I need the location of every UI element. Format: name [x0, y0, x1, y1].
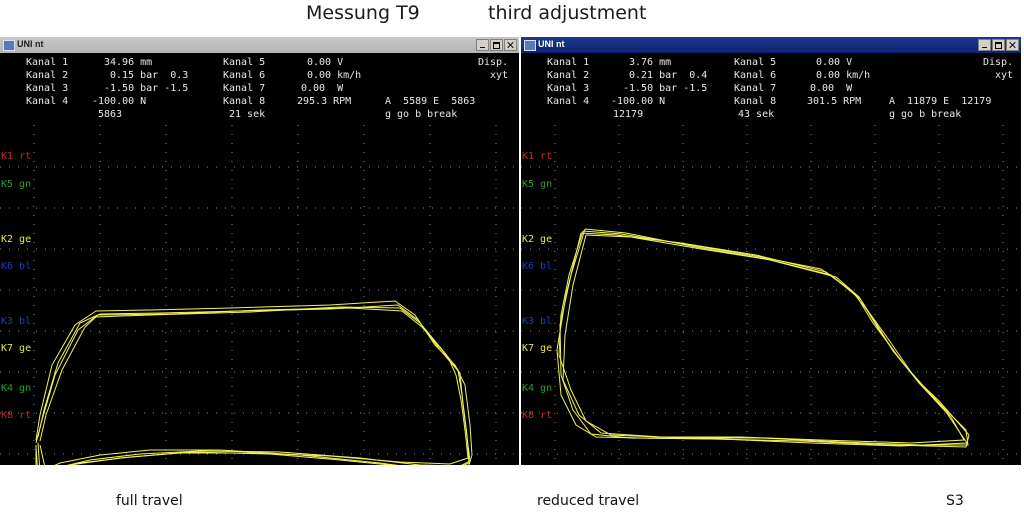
display-mode-value: xyt	[995, 70, 1014, 81]
channel-label-k6: K6 bl	[1, 261, 32, 272]
caption-full-travel: full travel	[116, 493, 183, 509]
range-readout: A 5589 E 5863	[385, 96, 476, 107]
key-hint: g go b break	[385, 109, 458, 120]
trace-loop	[558, 230, 969, 446]
channel-label-k8: K8 rt	[522, 410, 553, 421]
trace-loops	[556, 228, 970, 448]
app-icon	[524, 40, 536, 51]
close-icon[interactable]	[1006, 39, 1019, 51]
channel-value: 301.5 RPM	[807, 96, 862, 107]
window-controls	[475, 39, 517, 58]
channel-name: Kanal 4	[26, 96, 69, 107]
channel-name: Kanal 2	[26, 70, 69, 81]
channel-value: 0.00 W	[301, 83, 344, 94]
scope-plot-right	[521, 125, 1021, 465]
window-titlebar[interactable]: UNI nt	[521, 37, 1021, 53]
key-hint: g go b break	[889, 109, 962, 120]
channel-label-k4: K4 gn	[1, 383, 32, 394]
page-subtitle: third adjustment	[488, 2, 647, 24]
oscilloscope-window-right: UNI nt Kanal 1 3.76 mm Kanal 5 0.00 V Di…	[521, 37, 1021, 465]
maximize-icon[interactable]	[490, 39, 503, 51]
channel-name: Kanal 8	[734, 96, 777, 107]
channel-label-k6: K6 bl	[522, 261, 553, 272]
minimize-icon[interactable]	[476, 39, 489, 51]
window-title: UNI nt	[538, 39, 565, 49]
display-mode-label: Disp.	[983, 57, 1014, 68]
channel-value: 295.3 RPM	[297, 96, 352, 107]
sample-counter: 5863	[98, 109, 123, 120]
channel-value: 0.00 km/h	[307, 70, 362, 81]
trace-loops	[35, 300, 473, 465]
range-readout: A 11879 E 12179	[889, 96, 992, 107]
channel-name: Kanal 5	[223, 57, 266, 68]
trace-loop	[37, 304, 471, 465]
channel-label-k7: K7 ge	[1, 343, 32, 354]
close-icon[interactable]	[504, 39, 517, 51]
channel-name: Kanal 1	[547, 57, 590, 68]
channel-value: -1.50 bar -1.5	[104, 83, 189, 94]
channel-label-k5: K5 gn	[1, 179, 32, 190]
channel-label-k4: K4 gn	[522, 383, 553, 394]
channel-name: Kanal 4	[547, 96, 590, 107]
scope-grid	[521, 125, 1021, 465]
channel-name: Kanal 7	[223, 83, 266, 94]
scope-grid	[0, 125, 519, 465]
display-mode-value: xyt	[490, 70, 509, 81]
maximize-icon[interactable]	[992, 39, 1005, 51]
elapsed-time: 43 sek	[738, 109, 775, 120]
channel-label-k2: K2 ge	[1, 234, 32, 245]
channel-value: 0.15 bar 0.3	[110, 70, 189, 81]
elapsed-time: 21 sek	[229, 109, 266, 120]
channel-label-k1: K1 rt	[522, 151, 553, 162]
trace-loop	[562, 234, 965, 444]
trace-loop	[39, 307, 469, 465]
channel-value: 0.00 km/h	[816, 70, 871, 81]
channel-name: Kanal 2	[547, 70, 590, 81]
channel-label-k2: K2 ge	[522, 234, 553, 245]
channel-name: Kanal 3	[26, 83, 69, 94]
page-title: Messung T9	[306, 2, 420, 24]
channel-value: 0.00 W	[810, 83, 853, 94]
channel-value: 0.00 V	[307, 57, 344, 68]
window-titlebar[interactable]: UNI nt	[0, 37, 519, 53]
channel-label-k5: K5 gn	[522, 179, 553, 190]
channel-label-k7: K7 ge	[522, 343, 553, 354]
channel-label-k1: K1 rt	[1, 151, 32, 162]
caption-setting: S3	[946, 493, 964, 509]
channel-value: -1.50 bar -1.5	[623, 83, 708, 94]
display-mode-label: Disp.	[478, 57, 509, 68]
channel-value: 34.96 mm	[104, 57, 153, 68]
channel-value: -100.00 N	[611, 96, 666, 107]
channel-name: Kanal 7	[734, 83, 777, 94]
channel-label-k8: K8 rt	[1, 410, 32, 421]
channel-label-k3: K3 bl	[1, 316, 32, 327]
app-icon	[3, 40, 15, 51]
trace-loop	[556, 232, 968, 447]
trace-loop	[559, 228, 970, 448]
channel-name: Kanal 6	[223, 70, 266, 81]
trace-loop	[35, 300, 473, 465]
sample-counter: 12179	[613, 109, 644, 120]
minimize-icon[interactable]	[978, 39, 991, 51]
oscilloscope-window-left: UNI nt Kanal 1 34.96 mm Kanal 5 0.00 V D…	[0, 37, 519, 465]
channel-name: Kanal 3	[547, 83, 590, 94]
channel-name: Kanal 8	[223, 96, 266, 107]
caption-reduced-travel: reduced travel	[537, 493, 640, 509]
window-title: UNI nt	[17, 39, 44, 49]
channel-name: Kanal 6	[734, 70, 777, 81]
channel-value: 3.76 mm	[629, 57, 672, 68]
channel-value: 0.21 bar 0.4	[629, 70, 708, 81]
scope-plot-left	[0, 125, 519, 465]
channel-name: Kanal 1	[26, 57, 69, 68]
channel-name: Kanal 5	[734, 57, 777, 68]
channel-value: -100.00 N	[92, 96, 147, 107]
window-controls	[977, 39, 1019, 58]
channel-value: 0.00 V	[816, 57, 853, 68]
channel-label-k3: K3 bl	[522, 316, 553, 327]
